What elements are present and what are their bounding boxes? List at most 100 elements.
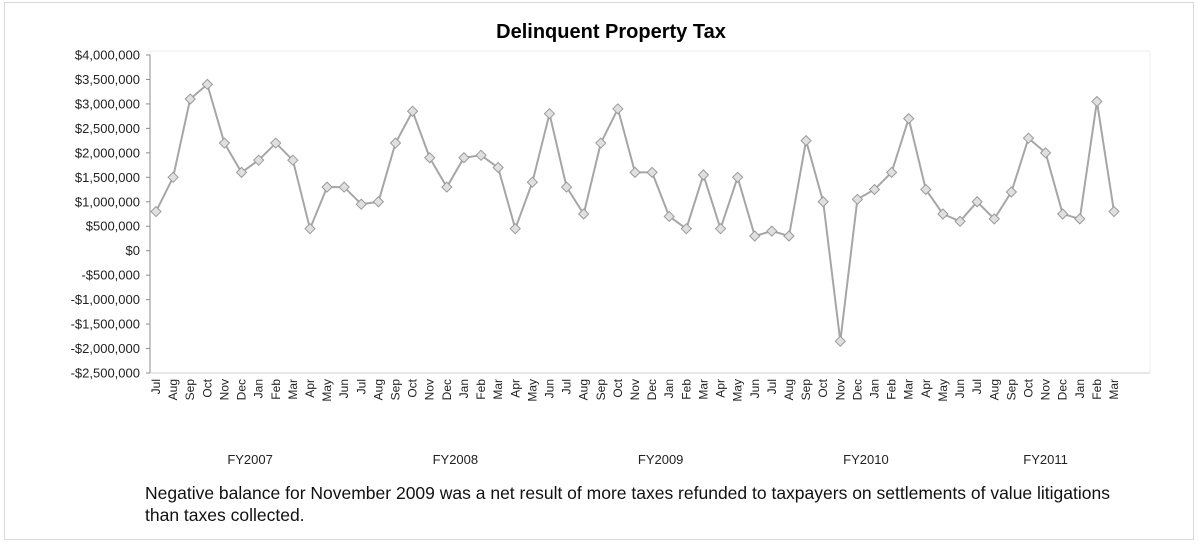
chart-frame — [4, 2, 1194, 540]
x-tick-label: Feb — [1090, 379, 1104, 400]
data-point — [543, 108, 556, 120]
x-tick-label: Oct — [611, 378, 625, 397]
x-tick-label: Sep — [594, 379, 608, 401]
data-point — [1108, 205, 1120, 218]
x-tick-label: Oct — [816, 378, 830, 397]
data-point — [1091, 95, 1103, 108]
fiscal-year-labels: FY2007 FY2008 FY2009 FY2010 FY2011 — [227, 452, 1068, 467]
x-tick-label: Sep — [799, 379, 813, 401]
data-point — [355, 198, 367, 210]
x-tick-label: May — [731, 379, 745, 402]
data-point — [167, 171, 179, 184]
x-tick-label: May — [936, 379, 950, 402]
x-tick-label: Aug — [371, 379, 385, 400]
x-tick-label: Jul — [354, 379, 368, 394]
data-point — [595, 137, 607, 149]
data-point — [1056, 208, 1069, 220]
x-axis-labels: Jul Aug Sep Oct Nov Dec Jan Feb Mar Apr May Jun Jul A… — [149, 378, 1121, 401]
data-point — [646, 166, 658, 179]
data-point — [475, 149, 487, 161]
chart-footnote: Negative balance for November 2009 was a… — [145, 483, 1110, 525]
data-point — [184, 93, 196, 105]
data-point — [389, 137, 402, 149]
chart-title: Delinquent Property Tax — [496, 21, 726, 43]
x-tick-label: Jul — [765, 379, 779, 394]
data-point — [800, 134, 812, 147]
data-point — [270, 137, 282, 149]
y-axis-ticks: $4,000,000 $3,500,000 $3,000,000 $2,500,000… — [71, 48, 150, 381]
fiscal-year-label: FY2007 — [227, 452, 273, 467]
y-tick-label: -$500,000 — [81, 268, 140, 283]
data-point — [458, 152, 470, 164]
data-point — [817, 196, 829, 208]
fiscal-year-label: FY2011 — [1023, 452, 1068, 467]
y-tick-label: $3,000,000 — [75, 96, 140, 111]
x-tick-label: Jan — [1073, 379, 1087, 398]
x-tick-label: Sep — [389, 379, 403, 401]
x-tick-label: Apr — [919, 379, 933, 398]
fiscal-year-label: FY2008 — [433, 452, 479, 467]
y-tick-label: $3,500,000 — [75, 72, 140, 87]
x-tick-label: Feb — [474, 379, 488, 400]
data-point — [612, 103, 624, 115]
y-tick-label: $0 — [126, 243, 140, 258]
data-point — [441, 181, 453, 193]
y-tick-label: -$2,500,000 — [71, 366, 140, 381]
data-point — [629, 166, 641, 179]
x-tick-label: Sep — [183, 379, 197, 401]
data-point — [680, 222, 693, 235]
x-tick-label: Jul — [970, 379, 984, 394]
x-tick-label: Nov — [833, 379, 847, 400]
x-tick-label: Apr — [303, 379, 317, 398]
data-point — [1074, 213, 1086, 225]
data-point — [287, 154, 299, 166]
y-tick-label: $4,000,000 — [75, 48, 140, 63]
data-point — [509, 222, 521, 235]
data-point — [920, 183, 932, 196]
plot-area — [149, 50, 1151, 374]
x-tick-label: Jul — [560, 379, 574, 394]
x-tick-label: Feb — [679, 379, 693, 400]
x-tick-label: Dec — [235, 379, 249, 400]
delinquent-property-tax-chart: Delinquent Property Tax $4,000,000 $3,500… — [71, 21, 1151, 467]
data-point — [714, 222, 727, 235]
x-tick-label: May — [525, 379, 539, 402]
x-tick-label: Mar — [286, 379, 300, 400]
x-tick-label: Dec — [1056, 379, 1070, 400]
series-line — [155, 82, 1115, 342]
data-point — [868, 183, 881, 196]
x-tick-label: Jul — [149, 379, 163, 394]
data-point — [749, 230, 761, 242]
data-point — [903, 112, 915, 125]
fiscal-year-label: FY2009 — [638, 452, 684, 467]
x-tick-label: Dec — [440, 379, 454, 400]
x-tick-label: Apr — [714, 379, 728, 398]
y-tick-label: $2,500,000 — [75, 121, 140, 136]
x-tick-label: Aug — [987, 379, 1001, 400]
data-point — [560, 181, 573, 193]
x-tick-label: Nov — [628, 379, 642, 400]
x-tick-label: Mar — [491, 379, 505, 400]
data-point — [954, 215, 966, 228]
data-point — [766, 225, 778, 237]
series-markers — [150, 78, 1120, 347]
x-tick-label: Jun — [337, 379, 351, 398]
x-tick-label: Aug — [782, 379, 796, 400]
data-point — [971, 196, 983, 208]
x-tick-label: Mar — [902, 379, 916, 400]
x-tick-label: Oct — [200, 378, 214, 397]
x-tick-label: Jan — [252, 379, 266, 398]
y-tick-label: $1,500,000 — [75, 170, 140, 185]
data-point — [252, 154, 265, 166]
x-tick-label: Nov — [217, 379, 231, 400]
x-tick-label: Mar — [1107, 379, 1121, 400]
x-tick-label: Jan — [868, 379, 882, 398]
x-tick-label: Aug — [166, 379, 180, 400]
y-tick-label: -$1,000,000 — [71, 292, 140, 307]
data-point — [697, 169, 710, 181]
data-point — [885, 166, 898, 179]
x-tick-label: Mar — [696, 379, 710, 400]
x-tick-label: Nov — [423, 379, 437, 400]
x-tick-label: Dec — [850, 379, 864, 400]
data-point — [235, 166, 248, 179]
